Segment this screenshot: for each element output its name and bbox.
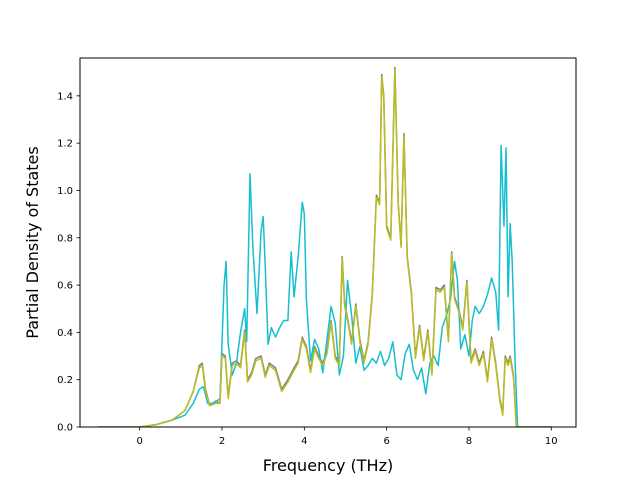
y-tick-label: 0.4 (57, 328, 73, 339)
x-tick-label: 4 (301, 436, 307, 447)
x-tick-label: 6 (383, 436, 389, 447)
series-line-2 (98, 69, 552, 427)
series-line-1 (98, 144, 552, 427)
y-tick-label: 0.2 (57, 375, 73, 386)
y-tick-label: 1.0 (57, 186, 73, 197)
x-tick-label: 0 (136, 436, 142, 447)
y-tick-label: 0.8 (57, 233, 73, 244)
y-tick-label: 1.4 (57, 91, 73, 102)
y-axis: 0.0 0.2 0.4 0.6 0.8 1.0 1.2 1.4 (57, 91, 80, 434)
plot-lines (98, 66, 552, 427)
x-axis-label: Frequency (THz) (263, 456, 393, 475)
y-tick-label: 0.6 (57, 281, 73, 292)
y-tick-label: 0.0 (57, 423, 73, 434)
x-tick-label: 2 (219, 436, 225, 447)
x-tick-label: 10 (545, 436, 558, 447)
plot-frame (79, 57, 577, 428)
x-tick-label: 8 (466, 436, 472, 447)
y-tick-label: 1.2 (57, 139, 73, 150)
y-axis-label: Partial Density of States (23, 146, 42, 338)
x-axis: 0 2 4 6 8 10 (136, 427, 558, 447)
